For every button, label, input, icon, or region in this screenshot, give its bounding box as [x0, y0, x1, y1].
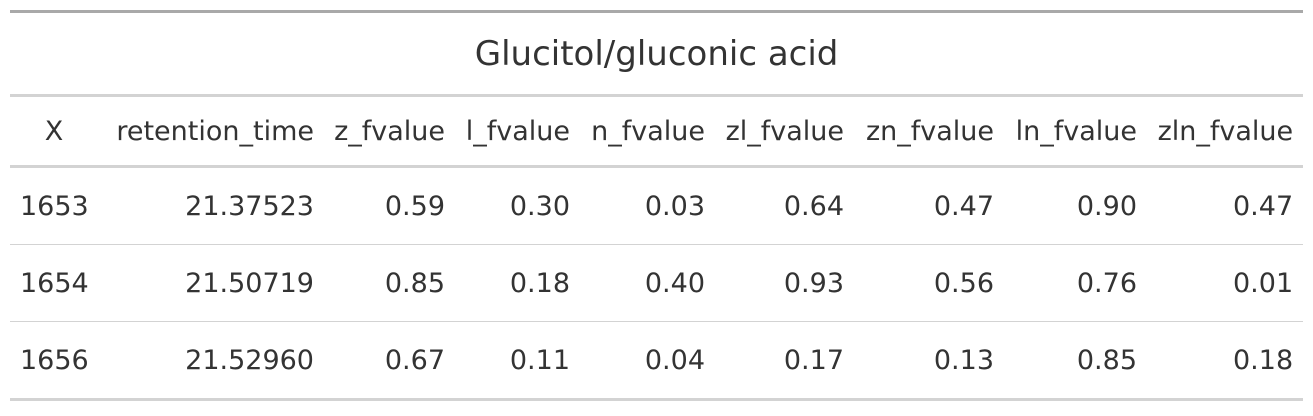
cell-zl-fvalue: 0.93 [715, 244, 854, 322]
cell-zl-fvalue: 0.64 [715, 166, 854, 245]
table-row: 1656 21.52960 0.67 0.11 0.04 0.17 0.13 0… [10, 321, 1304, 401]
cell-ln-fvalue: 0.90 [1004, 166, 1147, 245]
cell-x: 1654 [10, 244, 98, 322]
cell-zn-fvalue: 0.47 [854, 166, 1004, 245]
data-table: Glucitol/gluconic acid X retention_time … [10, 10, 1304, 401]
cell-retention-time: 21.50719 [98, 244, 324, 322]
header-row: X retention_time z_fvalue l_fvalue n_fva… [10, 95, 1304, 168]
cell-x: 1653 [10, 166, 98, 245]
cell-l-fvalue: 0.30 [455, 166, 580, 245]
column-header-zl-fvalue: zl_fvalue [715, 95, 854, 168]
cell-zl-fvalue: 0.17 [715, 321, 854, 401]
cell-zn-fvalue: 0.56 [854, 244, 1004, 322]
cell-x: 1656 [10, 321, 98, 401]
column-header-zn-fvalue: zn_fvalue [854, 95, 1004, 168]
cell-z-fvalue: 0.59 [324, 166, 455, 245]
data-table-container: Glucitol/gluconic acid X retention_time … [10, 10, 1304, 401]
cell-ln-fvalue: 0.76 [1004, 244, 1147, 322]
cell-n-fvalue: 0.03 [580, 166, 715, 245]
column-header-zln-fvalue: zln_fvalue [1147, 95, 1304, 168]
cell-ln-fvalue: 0.85 [1004, 321, 1147, 401]
cell-zln-fvalue: 0.47 [1147, 166, 1304, 245]
title-row: Glucitol/gluconic acid [10, 10, 1304, 97]
cell-zn-fvalue: 0.13 [854, 321, 1004, 401]
column-header-x: X [10, 95, 98, 168]
cell-l-fvalue: 0.11 [455, 321, 580, 401]
column-header-l-fvalue: l_fvalue [455, 95, 580, 168]
cell-zln-fvalue: 0.18 [1147, 321, 1304, 401]
cell-n-fvalue: 0.40 [580, 244, 715, 322]
cell-z-fvalue: 0.67 [324, 321, 455, 401]
cell-retention-time: 21.52960 [98, 321, 324, 401]
table-row: 1653 21.37523 0.59 0.30 0.03 0.64 0.47 0… [10, 166, 1304, 245]
table-row: 1654 21.50719 0.85 0.18 0.40 0.93 0.56 0… [10, 244, 1304, 322]
cell-n-fvalue: 0.04 [580, 321, 715, 401]
column-header-n-fvalue: n_fvalue [580, 95, 715, 168]
cell-retention-time: 21.37523 [98, 166, 324, 245]
column-header-ln-fvalue: ln_fvalue [1004, 95, 1147, 168]
column-header-retention-time: retention_time [98, 95, 324, 168]
table-title: Glucitol/gluconic acid [10, 10, 1304, 97]
cell-zln-fvalue: 0.01 [1147, 244, 1304, 322]
cell-l-fvalue: 0.18 [455, 244, 580, 322]
column-header-z-fvalue: z_fvalue [324, 95, 455, 168]
cell-z-fvalue: 0.85 [324, 244, 455, 322]
